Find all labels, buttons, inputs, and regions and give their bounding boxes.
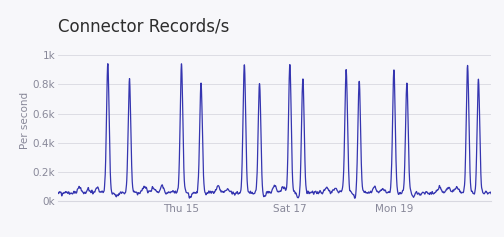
Y-axis label: Per second: Per second [20, 92, 30, 150]
Text: Connector Records/s: Connector Records/s [58, 18, 229, 36]
